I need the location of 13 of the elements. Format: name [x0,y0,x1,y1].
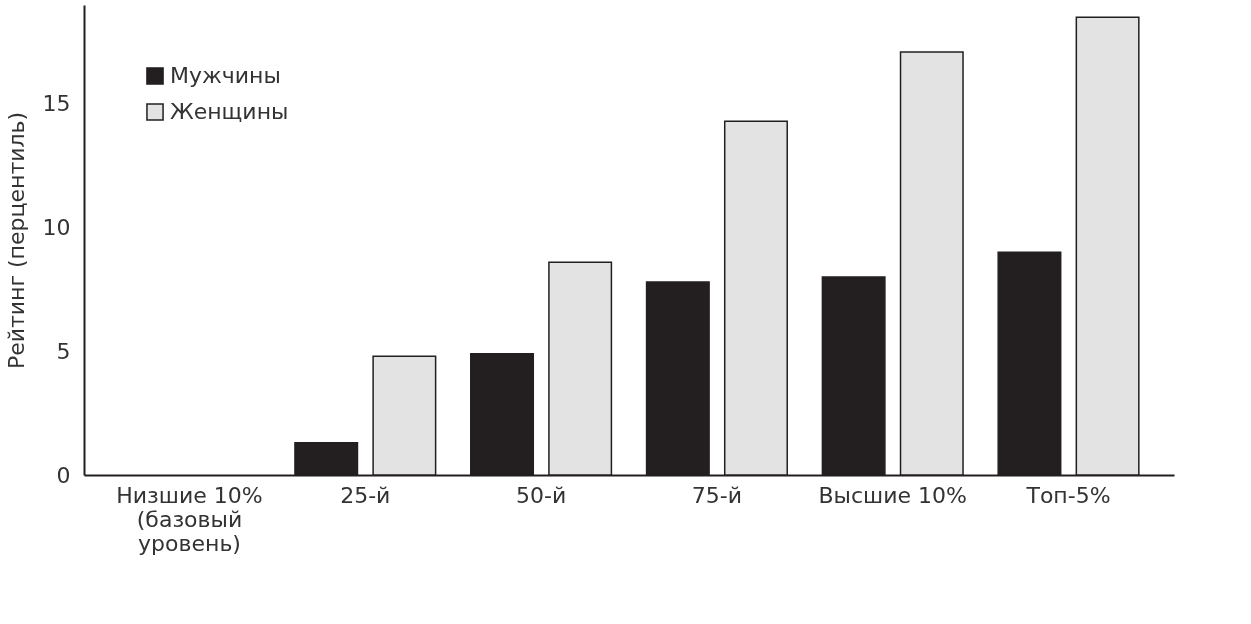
y-tick-label: 15 [42,91,71,117]
legend-label: Женщины [170,99,289,124]
x-tick-label: 75-й [691,482,743,508]
x-tick-label: Высшие 10% [818,482,967,508]
x-tick-label: Топ-5% [1025,482,1111,508]
y-tick-label: 0 [56,462,71,488]
x-tick-label: 25-й [340,482,391,508]
legend-label: Мужчины [170,63,281,88]
x-tick-label: 50-й [515,482,567,508]
y-axis-title: Рейтинг (перцентиль) [3,111,29,370]
x-tick-label: Низшие 10% (базовый уровень) [116,482,263,556]
y-tick-label: 5 [56,338,71,364]
y-tick-label: 10 [42,215,71,241]
